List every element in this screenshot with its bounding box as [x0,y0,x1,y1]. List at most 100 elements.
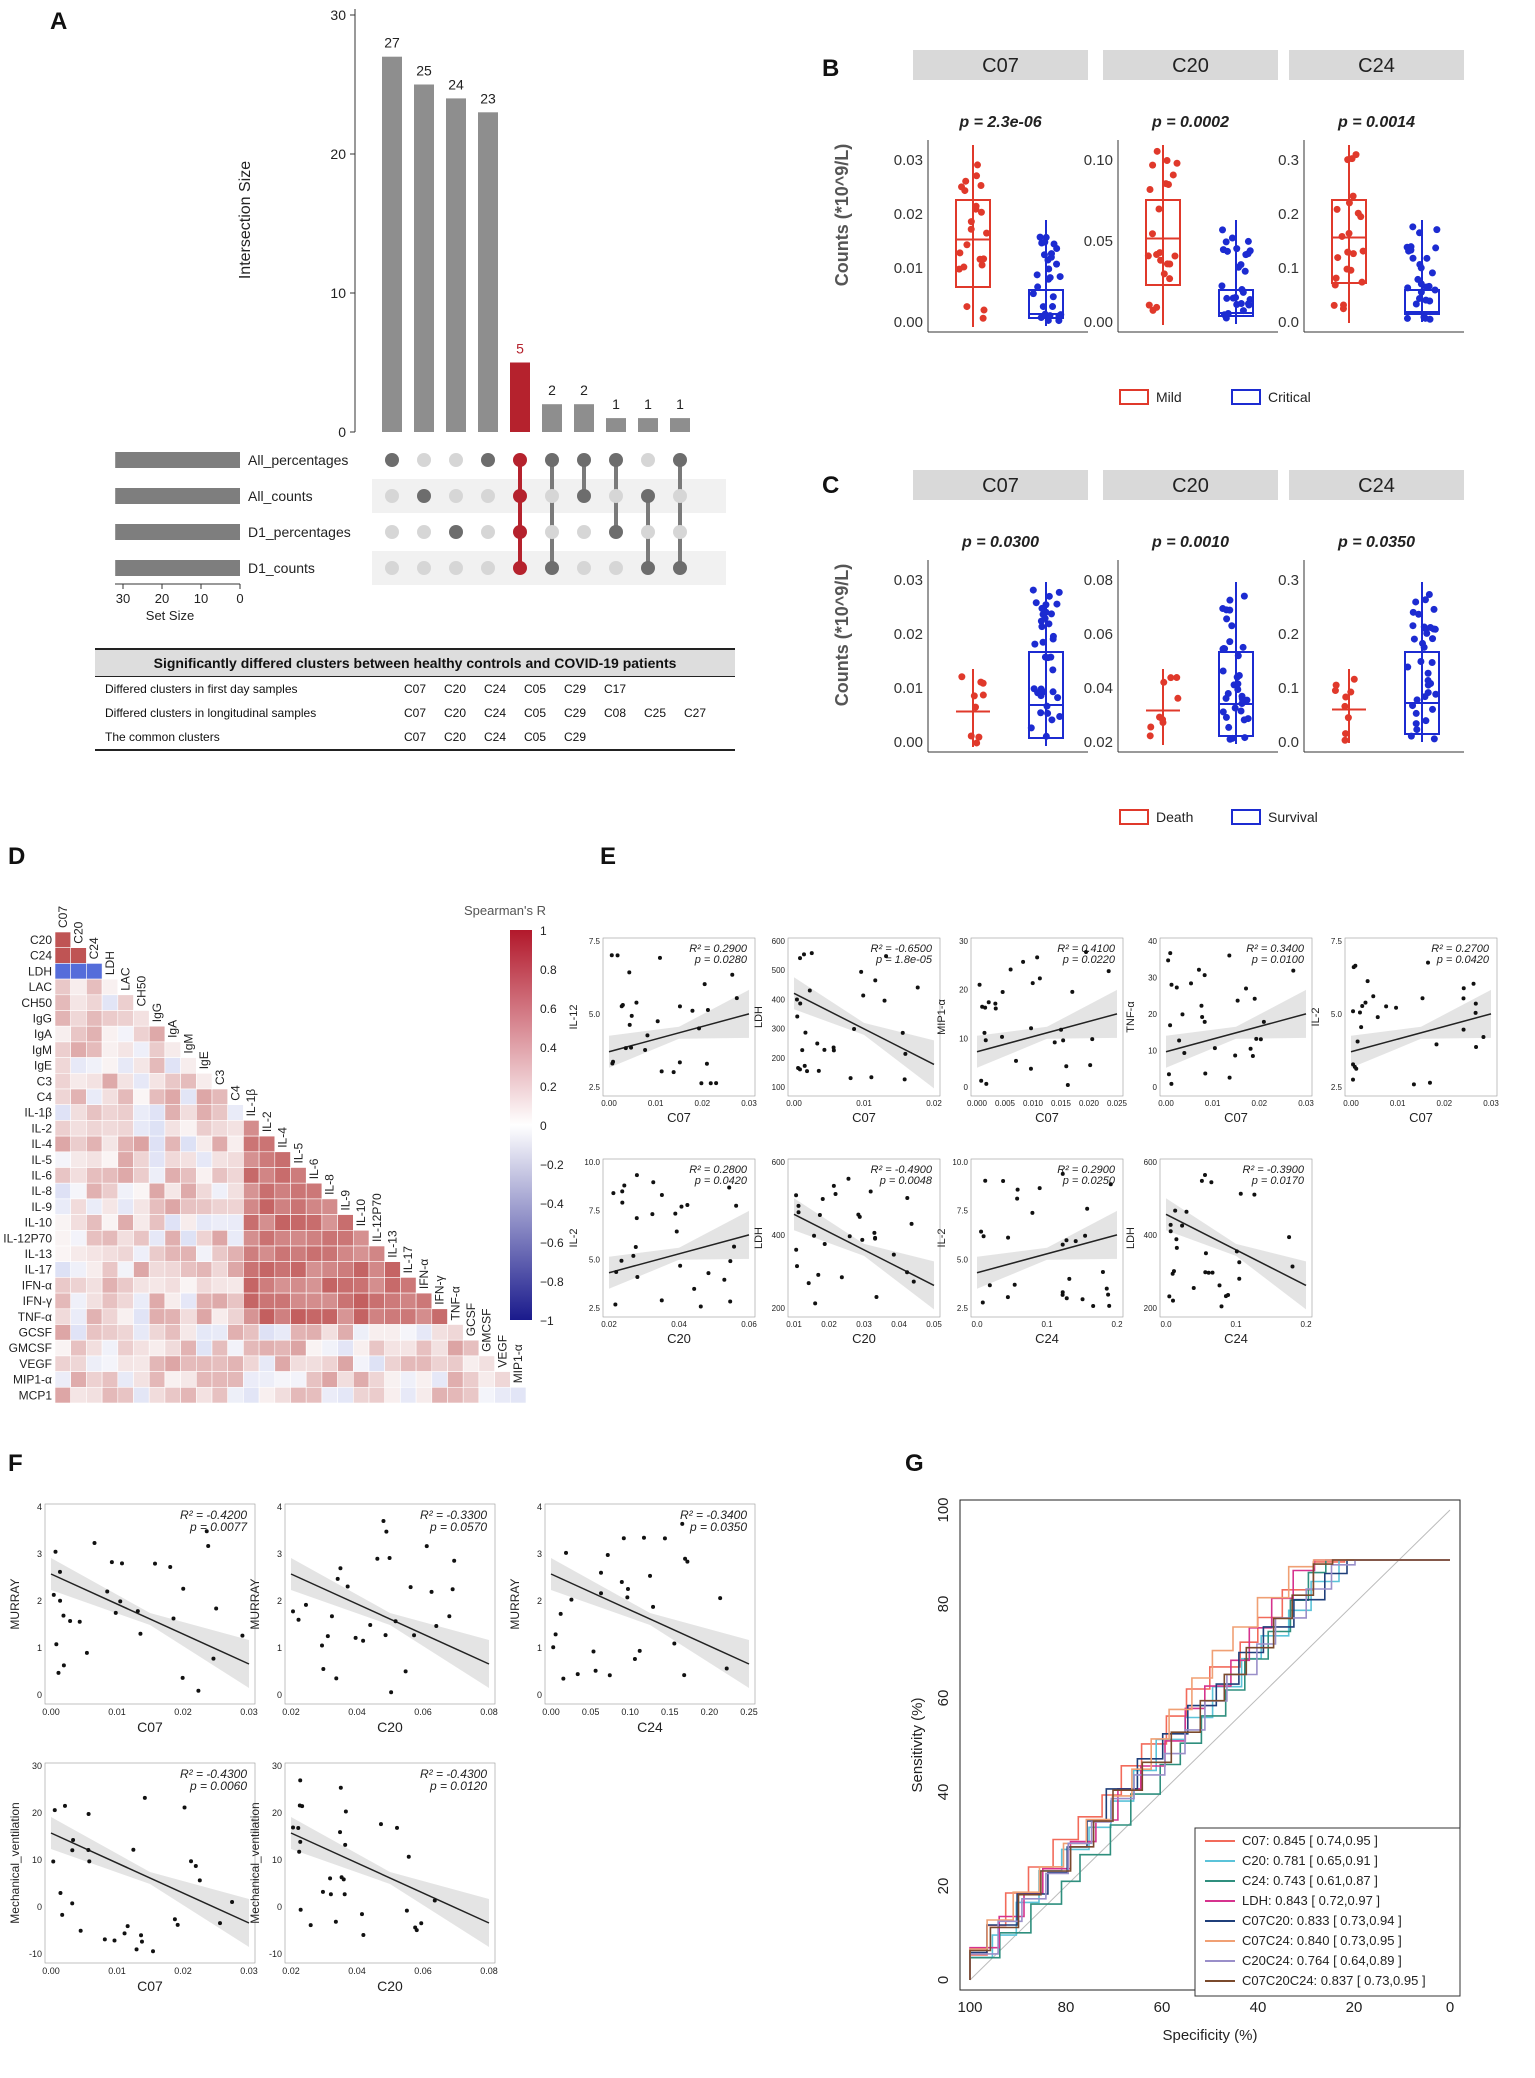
scatterF-point [321,1666,326,1671]
boxB-point [1421,314,1429,322]
scatterF-point [51,1859,56,1864]
scatterE-r2: R² = 0.2900 [1057,1164,1116,1176]
scatterE-point [1169,1081,1174,1086]
roc-y-label: Sensitivity (%) [909,1697,926,1792]
boxB-box [955,199,991,288]
boxC-point [1037,709,1045,717]
heatmap-cell [117,1182,134,1200]
heatmap-cell [415,1355,433,1372]
cluster-table: Significantly differed clusters between … [95,648,735,751]
heatmap-cell [290,1167,307,1184]
heatmap-cell [274,1167,291,1184]
heatmap-cell [54,1135,71,1153]
scatterE-x-tick: 0.03 [741,1099,757,1108]
heatmap-cell [415,1339,433,1357]
heatmap-col-label: IgG [150,1003,164,1022]
scatterE-point [1371,994,1376,999]
scatterE-fit-line [793,992,935,1066]
heatmap-cell [164,1057,181,1074]
scatterE-point [1258,1037,1263,1042]
heatmap-cell [101,1324,119,1341]
scatterF-y-tick: 2 [37,1596,42,1606]
scatterF-p: p = 0.0077 [189,1520,248,1534]
scatterF-point [395,1825,400,1830]
heatmap-cell [148,1167,166,1184]
boxB-legend-label: Critical [1268,389,1311,405]
set-size-bar [115,452,240,468]
scatterE-ci-band [609,1210,749,1289]
scatterF-x-tick: 0.15 [661,1707,679,1717]
table-cell: C29 [563,682,586,696]
boxC-point [1048,716,1056,724]
scatterF-point [680,1521,685,1526]
boxB-facet-strip [1103,50,1278,80]
scatterF-fit-line [290,1573,490,1665]
heatmap-cell [258,1135,276,1153]
heatmap-cell [148,1088,166,1105]
heatmap-cell [305,1261,323,1278]
heatmap-cell [70,1371,87,1388]
scatterE-y-label: LDH [753,1227,765,1249]
scatterE-fit-line [976,1234,1118,1274]
scatterE-point [831,1183,836,1188]
scatterF-ci-band [551,1558,749,1688]
scatterE-x-tick: 0.02 [821,1320,837,1329]
boxB-point [1153,147,1161,155]
heatmap-cell [290,1245,307,1262]
heatmap-cell [117,1355,134,1372]
boxC-facet-strip [913,470,1088,500]
scatterE-point [981,1234,986,1239]
boxB-point [967,218,975,226]
boxB-point [1333,205,1341,213]
heatmap-row-label: IL-10 [25,1216,53,1230]
scatterF-y-tick: 3 [537,1549,542,1559]
scatterF-point [641,1535,646,1540]
heatmap-cell [54,978,71,996]
upset-matrix-dot [481,525,495,539]
scatterE-point [903,1051,908,1056]
heatmap-cell [148,1214,166,1231]
boxB-point [1417,280,1425,288]
scatterE-point [980,1300,985,1305]
scatterE-y-label: LDH [753,1006,765,1028]
boxB-point [1144,252,1152,260]
heatmap-cell [321,1214,338,1231]
scatterE-point [1202,973,1207,978]
table-cell: C24 [483,706,506,720]
scatterF-y-tick: 0 [37,1902,42,1912]
boxC-point [1226,606,1234,614]
scatterE-point [1427,1080,1432,1085]
heatmap-row-label: IL-9 [31,1200,52,1214]
scatterE-point [805,1069,810,1074]
heatmap-cell [243,1151,260,1168]
scatterE-point [613,1302,618,1307]
scatterE-point [633,1245,638,1250]
scatterE-point [983,1005,988,1010]
scatterF-point [662,1536,667,1541]
heatmap-cell [70,1292,87,1310]
scatterF-point [569,1597,574,1602]
heatmap-cell [164,1104,181,1121]
scatterE-x-tick: 0.03 [856,1320,872,1329]
boxC-point [1053,600,1061,608]
scatterE-ci-band [977,1210,1117,1289]
heatmap-cell [227,1120,244,1137]
boxB-point [1219,246,1227,254]
heatmap-cell [431,1339,448,1357]
scatterF-x-tick: 0.08 [480,1966,498,1976]
scatterE-point [1184,1209,1189,1214]
roc-legend-box [1194,1827,1461,1997]
scatterF-r2: R² = -0.3300 [420,1508,487,1522]
boxC-point [1045,592,1053,600]
scatterE-frame [1159,937,1313,1097]
scatterE-p: p = 0.0100 [1251,954,1305,966]
boxB-facet-strip [913,50,1088,80]
heatmap-cell [196,1292,213,1310]
roc-curve [969,1559,1450,1980]
heatmap-cell [117,1025,134,1043]
heatmap-cell [117,1088,134,1105]
scatterF-point [193,1864,198,1869]
scatterE-y-label: LDH [1125,1227,1137,1249]
scatterE-y-tick: 10.0 [584,1158,600,1167]
boxC-point [1174,694,1182,702]
